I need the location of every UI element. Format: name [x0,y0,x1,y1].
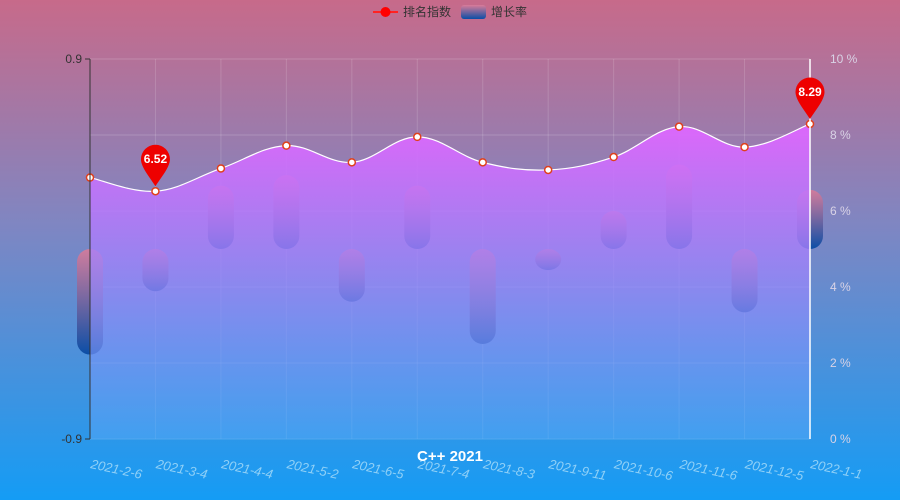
right-tick-label: 8 % [830,128,851,142]
x-tick-label: 2021-8-3 [481,456,537,482]
line-point[interactable] [609,152,618,162]
x-tick-label: 2021-12-5 [743,456,806,483]
x-tick-label: 2022-1-1 [808,456,863,482]
x-tick-label: 2021-3-4 [154,456,209,482]
line-point[interactable] [478,158,487,167]
legend-line-label: 排名指数 [403,4,451,19]
legend-dot-icon [380,7,391,17]
left-tick-label: 0.9 [65,52,82,66]
line-point[interactable] [282,141,291,150]
mark-point-pin[interactable]: 8.29 [795,77,825,119]
line-series [85,119,815,439]
line-point[interactable] [347,158,357,167]
line-point[interactable] [674,122,684,131]
x-tick-label: 2021-6-5 [350,456,406,482]
pin-label: 8.29 [798,85,822,99]
right-tick-label: 0 % [830,432,851,446]
legend-bar-label: 增长率 [491,4,527,19]
pin-label: 6.52 [144,152,168,166]
left-tick-label: -0.9 [61,432,82,446]
legend[interactable]: 排名指数 增长率 [373,4,527,19]
right-tick-label: 10 % [830,52,858,66]
legend-bar-icon [461,5,486,19]
right-tick-label: 2 % [830,356,851,370]
line-point[interactable] [216,164,226,173]
x-tick-label: 2021-2-6 [88,456,144,482]
right-tick-label: 4 % [830,280,851,294]
x-tick-label: 2021-10-6 [612,456,675,483]
series-line [89,123,811,192]
x-tick-label: 2021-9-11 [547,456,608,483]
mark-points: 6.52 8.29 [140,77,825,187]
legend-item-line[interactable]: 排名指数 [373,4,451,19]
line-area [90,123,810,439]
pin-shape [140,144,170,187]
line-point[interactable] [151,186,160,196]
line-point[interactable] [543,165,553,175]
line-point[interactable] [413,132,422,142]
legend-item-bar[interactable]: 增长率 [461,4,527,19]
right-tick-label: 6 % [830,204,851,218]
mark-point-pin[interactable]: 6.52 [140,144,170,187]
x-tick-label: 2021-4-4 [219,456,274,482]
pin-shape [795,77,825,119]
x-tick-label: 2021-11-6 [677,456,739,483]
line-point[interactable] [740,142,749,152]
x-tick-label: 2021-5-2 [285,456,341,482]
chart-title: C++ 2021 [417,448,483,465]
